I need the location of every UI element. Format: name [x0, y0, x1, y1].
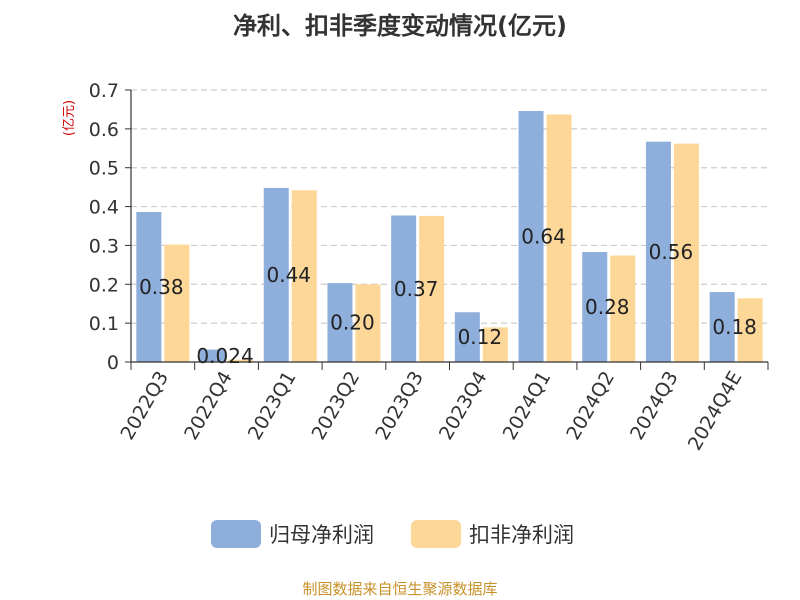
bar-net-profit	[200, 349, 226, 362]
data-label: 0.20	[330, 311, 375, 335]
bar-net-profit	[263, 187, 289, 362]
bar-deducted-profit	[482, 327, 508, 362]
x-tick-label: 2023Q3	[371, 368, 428, 444]
data-label: 0.37	[394, 277, 439, 301]
legend-label: 归母净利润	[269, 523, 374, 547]
legend-item[interactable]: 归母净利润	[211, 520, 374, 548]
data-label: 0.64	[521, 224, 566, 248]
bars	[136, 110, 763, 363]
bar-net-profit	[582, 252, 608, 362]
data-label: 0.18	[712, 315, 757, 339]
bar-deducted-profit	[164, 244, 190, 362]
bar-deducted-profit	[546, 114, 572, 362]
x-tick-label: 2024Q2	[562, 368, 619, 444]
x-tick-label: 2023Q1	[244, 368, 301, 444]
data-label: 0.12	[458, 325, 503, 349]
bar-net-profit	[454, 312, 480, 362]
chart-title: 净利、扣非季度变动情况(亿元)	[233, 12, 567, 40]
bar-net-profit	[136, 212, 162, 362]
bar-net-profit	[709, 292, 735, 362]
y-tick-label: 0.7	[89, 80, 119, 102]
y-tick-label: 0.1	[89, 313, 119, 335]
bar-deducted-profit	[291, 190, 317, 362]
data-label: 0.44	[266, 263, 311, 287]
data-label: 0.28	[585, 295, 630, 319]
bar-net-profit	[327, 283, 353, 362]
y-tick-label: 0.3	[89, 235, 119, 257]
bar-deducted-profit	[610, 255, 636, 362]
y-axis-label: (亿元)	[62, 100, 77, 136]
x-tick-label: 2023Q4	[435, 368, 492, 444]
x-tick-label: 2023Q2	[308, 368, 365, 444]
bar-net-profit	[518, 110, 544, 363]
data-labels: 0.38 0.024 0.44 0.20 0.37 0.12 0.64 0.28 0.56 0.1…	[139, 224, 757, 367]
y-tick-label: 0.5	[89, 158, 119, 180]
y-tick-label: 0.4	[89, 197, 119, 219]
x-tick-label: 2022Q4	[180, 368, 237, 444]
x-tick-label: 2022Q3	[116, 368, 173, 444]
data-label: 0.56	[649, 240, 694, 264]
bar-net-profit	[645, 141, 671, 362]
legend[interactable]: 归母净利润 扣非净利润	[211, 520, 574, 548]
gridlines	[131, 89, 768, 324]
legend-item[interactable]: 扣非净利润	[411, 520, 574, 548]
x-tick-label: 2024Q4E	[684, 368, 747, 455]
data-label: 0.38	[139, 275, 184, 299]
bar-net-profit	[391, 215, 417, 362]
x-tick-label: 2024Q1	[499, 368, 556, 444]
source-note: 制图数据来自恒生聚源数据库	[302, 580, 497, 598]
data-label: 0.024	[196, 344, 253, 368]
legend-label: 扣非净利润	[469, 523, 574, 547]
bar-deducted-profit	[673, 143, 699, 362]
y-tick-label: 0.6	[89, 119, 119, 141]
bar-deducted-profit	[355, 284, 381, 362]
x-tick-label: 2024Q3	[626, 368, 683, 444]
bar-deducted-profit	[419, 215, 445, 362]
legend-swatch	[411, 520, 461, 548]
bar-deducted-profit	[737, 298, 763, 362]
legend-swatch	[211, 520, 261, 548]
y-tick-label: 0	[107, 352, 119, 374]
bar-deducted-profit	[228, 359, 254, 362]
y-tick-label: 0.2	[89, 274, 119, 296]
